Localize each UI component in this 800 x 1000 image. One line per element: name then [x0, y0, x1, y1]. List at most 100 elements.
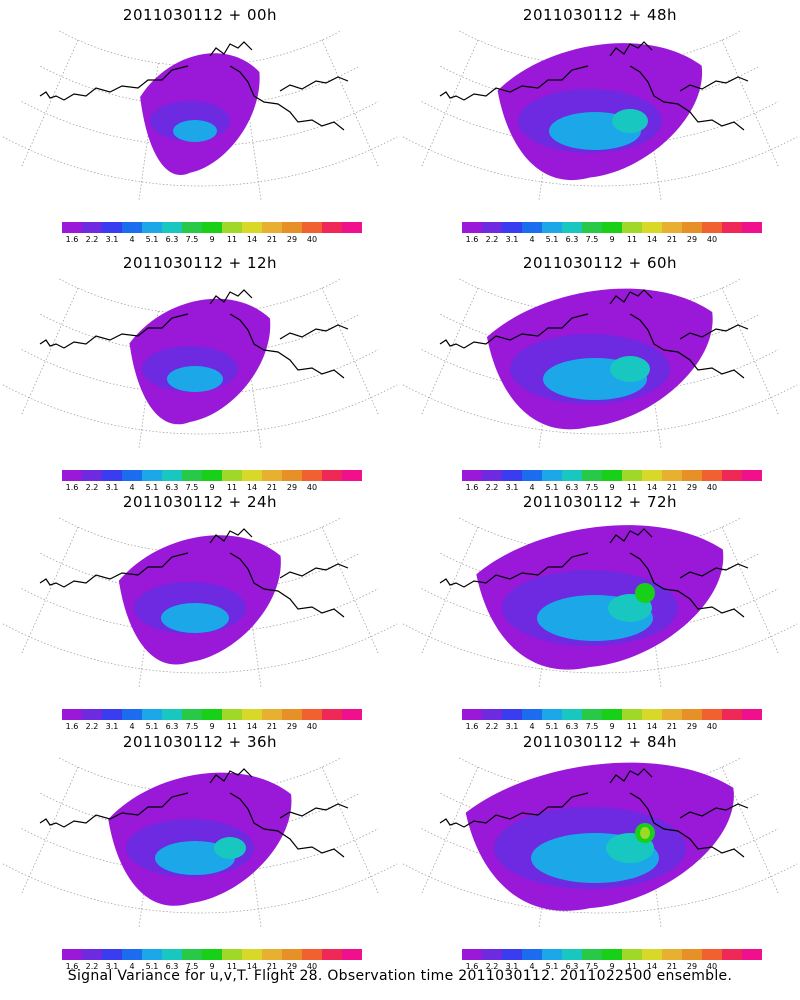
map-plot: [2, 278, 398, 450]
colorbar-segment: [302, 470, 322, 481]
map-plot: [2, 30, 398, 202]
colorbar-labels: 1.6 2.2 3.1 4 5.1 6.3 7.5 9 11 14 21 29 40: [52, 962, 352, 972]
coastlines: [439, 289, 749, 379]
map-plot: [2, 757, 398, 929]
colorbar-segment: [542, 222, 562, 233]
colorbar-segment: [82, 222, 102, 233]
coastlines: [439, 41, 749, 131]
colorbar-tick-label: 29: [286, 722, 298, 731]
colorbar-tick-label: 9: [209, 235, 215, 244]
colorbar-segment: [602, 470, 622, 481]
panel-title: 2011030112 + 12h: [122, 254, 278, 272]
colorbar-segment: [142, 949, 162, 960]
colorbar-segment: [622, 470, 642, 481]
colorbar-segment: [202, 709, 222, 720]
colorbar-segment: [202, 470, 222, 481]
colorbar: [62, 949, 362, 960]
panel-title: 2011030112 + 72h: [522, 493, 678, 511]
colorbar-segment: [342, 222, 362, 233]
colorbar-segment: [602, 709, 622, 720]
colorbar-tick-label: 2.2: [485, 235, 499, 244]
colorbar-segment: [282, 222, 302, 233]
colorbar-segment: [742, 949, 762, 960]
colorbar-tick-label: 7.5: [185, 483, 199, 492]
colorbar-segment: [222, 222, 242, 233]
colorbar-segment: [122, 709, 142, 720]
colorbar-tick-label: 29: [686, 235, 698, 244]
colorbar-tick-label: 4: [129, 235, 135, 244]
colorbar-segment: [642, 709, 662, 720]
colorbar-tick-label: 1.6: [65, 962, 79, 971]
colorbar-segment: [562, 709, 582, 720]
colorbar-tick-label: 21: [266, 962, 278, 971]
colorbar-segment: [742, 709, 762, 720]
colorbar-segment: [582, 222, 602, 233]
colorbar-tick-label: 6.3: [165, 483, 179, 492]
colorbar-labels: 1.6 2.2 3.1 4 5.1 6.3 7.5 9 11 14 21 29 40: [52, 722, 352, 732]
variance-field: [476, 525, 724, 670]
colorbar-segment: [562, 949, 582, 960]
variance-field: [129, 298, 271, 425]
colorbar-tick-label: 14: [246, 962, 258, 971]
colorbar-tick-label: 2.2: [85, 235, 99, 244]
forecast-panel: 2011030112 + 00h 1.6 2.2 3.1 4 5.1 6.3 7.5 9 11 14…: [0, 0, 400, 245]
colorbar-tick-label: 14: [646, 235, 658, 244]
colorbar: [462, 470, 762, 481]
colorbar-tick-label: 4: [529, 483, 535, 492]
colorbar-tick-label: 11: [226, 483, 238, 492]
colorbar-tick-label: 9: [209, 483, 215, 492]
colorbar-segment: [502, 470, 522, 481]
colorbar-tick-label: 3.1: [105, 483, 119, 492]
colorbar-tick-label: 2.2: [85, 722, 99, 731]
colorbar-segment: [142, 222, 162, 233]
colorbar-tick-label: 6.3: [565, 722, 579, 731]
panel-title: 2011030112 + 24h: [122, 493, 278, 511]
colorbar-segment: [482, 470, 502, 481]
colorbar-tick-label: 29: [286, 962, 298, 971]
colorbar-segment: [102, 470, 122, 481]
colorbar-tick-label: 6.3: [165, 722, 179, 731]
colorbar-segment: [562, 470, 582, 481]
colorbar-segment: [662, 709, 682, 720]
colorbar-tick-label: 6.3: [565, 235, 579, 244]
colorbar-tick-label: 9: [609, 962, 615, 971]
colorbar-segment: [122, 949, 142, 960]
colorbar-segment: [282, 470, 302, 481]
colorbar-segment: [622, 709, 642, 720]
variance-field: [465, 762, 734, 911]
colorbar-tick-label: 2.2: [485, 722, 499, 731]
colorbar-segment: [462, 709, 482, 720]
colorbar-tick-label: 14: [646, 962, 658, 971]
colorbar-segment: [702, 470, 722, 481]
colorbar-segment: [282, 709, 302, 720]
colorbar-segment: [502, 222, 522, 233]
colorbar-tick-label: 29: [686, 722, 698, 731]
colorbar-tick-label: 14: [646, 483, 658, 492]
figure-caption: Signal Variance for u,v,T. Flight 28. Ob…: [67, 968, 733, 984]
colorbar-tick-label: 14: [646, 722, 658, 731]
colorbar-segment: [302, 949, 322, 960]
colorbar-tick-label: 40: [306, 483, 318, 492]
colorbar-segment: [702, 709, 722, 720]
colorbar-labels: 1.6 2.2 3.1 4 5.1 6.3 7.5 9 11 14 21 29 40: [452, 235, 752, 245]
colorbar-segment: [522, 470, 542, 481]
colorbar-tick-label: 40: [706, 235, 718, 244]
colorbar-tick-label: 11: [626, 722, 638, 731]
colorbar-tick-label: 3.1: [505, 483, 519, 492]
colorbar-tick-label: 21: [666, 235, 678, 244]
colorbar: [462, 949, 762, 960]
coastlines: [39, 528, 349, 618]
colorbar-tick-label: 2.2: [485, 483, 499, 492]
forecast-panel: 2011030112 + 24h 1.6 2.2 3.1 4 5.1 6.3 7.5 9 11 14…: [0, 487, 400, 732]
colorbar-tick-label: 29: [686, 483, 698, 492]
colorbar-segment: [682, 470, 702, 481]
colorbar-tick-label: 7.5: [585, 235, 599, 244]
colorbar-segment: [242, 949, 262, 960]
colorbar-tick-label: 7.5: [585, 962, 599, 971]
colorbar-tick-label: 1.6: [465, 235, 479, 244]
forecast-panel: 2011030112 + 12h 1.6 2.2 3.1 4 5.1 6.3 7.5 9 11 14…: [0, 248, 400, 493]
colorbar-segment: [722, 709, 742, 720]
colorbar-segment: [682, 949, 702, 960]
colorbar-segment: [242, 709, 262, 720]
colorbar: [62, 222, 362, 233]
